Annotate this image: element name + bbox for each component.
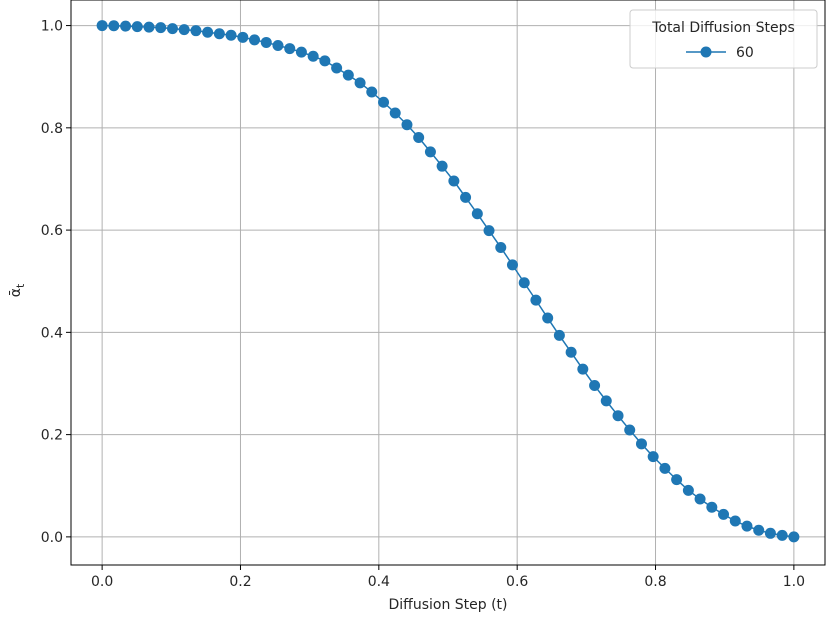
- data-point: [530, 294, 542, 306]
- x-tick-label: 1.0: [783, 574, 805, 590]
- legend-box: [629, 9, 818, 69]
- data-point: [506, 259, 518, 271]
- x-tick-label: 0.8: [644, 574, 666, 590]
- data-point: [448, 175, 460, 187]
- data-point: [319, 55, 331, 67]
- data-point: [542, 312, 554, 324]
- legend-title: Total Diffusion Steps: [651, 20, 795, 36]
- data-point: [565, 346, 577, 358]
- x-tick-label: 0.2: [229, 574, 251, 590]
- data-point: [237, 31, 249, 43]
- data-point: [659, 462, 671, 474]
- data-point: [764, 527, 776, 539]
- data-point: [401, 119, 413, 131]
- data-point: [295, 46, 307, 58]
- x-axis-label: Diffusion Step (t): [389, 597, 508, 613]
- y-axis-label-subscript: t: [14, 283, 27, 288]
- data-point: [272, 40, 284, 52]
- data-point: [413, 132, 425, 144]
- data-point: [495, 241, 507, 253]
- data-point: [155, 22, 167, 34]
- data-point: [788, 531, 800, 543]
- y-axis-ticks: 0.0 0.2 0.4 0.6 0.8 1.0: [41, 19, 71, 546]
- data-point: [260, 36, 272, 48]
- data-point: [600, 395, 612, 407]
- data-point: [460, 191, 472, 203]
- data-point: [120, 20, 132, 32]
- data-point: [577, 363, 589, 375]
- x-tick-label: 0.4: [368, 574, 390, 590]
- data-point: [307, 50, 319, 62]
- data-point: [424, 146, 436, 158]
- x-tick-label: 0.6: [506, 574, 528, 590]
- y-tick-label: 0.4: [41, 325, 63, 341]
- y-axis-label: ᾱt: [8, 283, 27, 297]
- y-tick-label: 0.2: [41, 428, 63, 444]
- data-point: [694, 493, 706, 505]
- data-point: [108, 20, 120, 32]
- data-point: [518, 277, 530, 289]
- data-point: [166, 23, 178, 35]
- data-point: [682, 484, 694, 496]
- data-point: [612, 410, 624, 422]
- data-point: [624, 424, 636, 436]
- data-point: [331, 62, 343, 74]
- data-point: [389, 107, 401, 119]
- data-point: [131, 21, 143, 33]
- x-axis-ticks: 0.0 0.2 0.4 0.6 0.8 1.0: [91, 565, 805, 590]
- data-point: [671, 474, 683, 486]
- data-point: [284, 43, 296, 55]
- data-point: [202, 26, 214, 38]
- data-point: [471, 208, 483, 220]
- legend-marker-swatch: [700, 46, 712, 58]
- data-point: [249, 34, 261, 46]
- series-layer: [96, 20, 800, 543]
- data-point: [483, 225, 495, 237]
- data-point: [718, 508, 730, 520]
- data-point: [354, 77, 366, 89]
- y-tick-label: 0.8: [41, 121, 63, 137]
- data-point: [647, 451, 659, 463]
- data-point: [436, 160, 448, 172]
- data-point: [190, 25, 202, 37]
- data-point: [366, 86, 378, 98]
- data-point: [706, 501, 718, 513]
- data-point: [741, 520, 753, 532]
- plot-frame: [70, 0, 826, 566]
- y-tick-label: 0.0: [41, 530, 63, 546]
- data-point: [635, 438, 647, 450]
- data-point: [378, 96, 390, 108]
- legend: Total Diffusion Steps 60: [629, 9, 818, 69]
- data-point: [96, 20, 108, 32]
- x-tick-label: 0.0: [91, 574, 113, 590]
- legend-entry-label: 60: [736, 45, 754, 61]
- data-point: [143, 21, 155, 33]
- data-point: [178, 24, 190, 36]
- data-point: [213, 28, 225, 40]
- data-point: [225, 29, 237, 41]
- data-point: [753, 524, 765, 536]
- data-point: [589, 380, 601, 392]
- data-point: [729, 515, 741, 527]
- y-tick-label: 1.0: [41, 19, 63, 35]
- data-point: [342, 69, 354, 81]
- svg-text:ᾱt: ᾱt: [8, 283, 27, 297]
- y-axis-label-main: ᾱ: [8, 288, 24, 297]
- data-point: [553, 329, 565, 341]
- data-point: [776, 529, 788, 541]
- y-tick-label: 0.6: [41, 223, 63, 239]
